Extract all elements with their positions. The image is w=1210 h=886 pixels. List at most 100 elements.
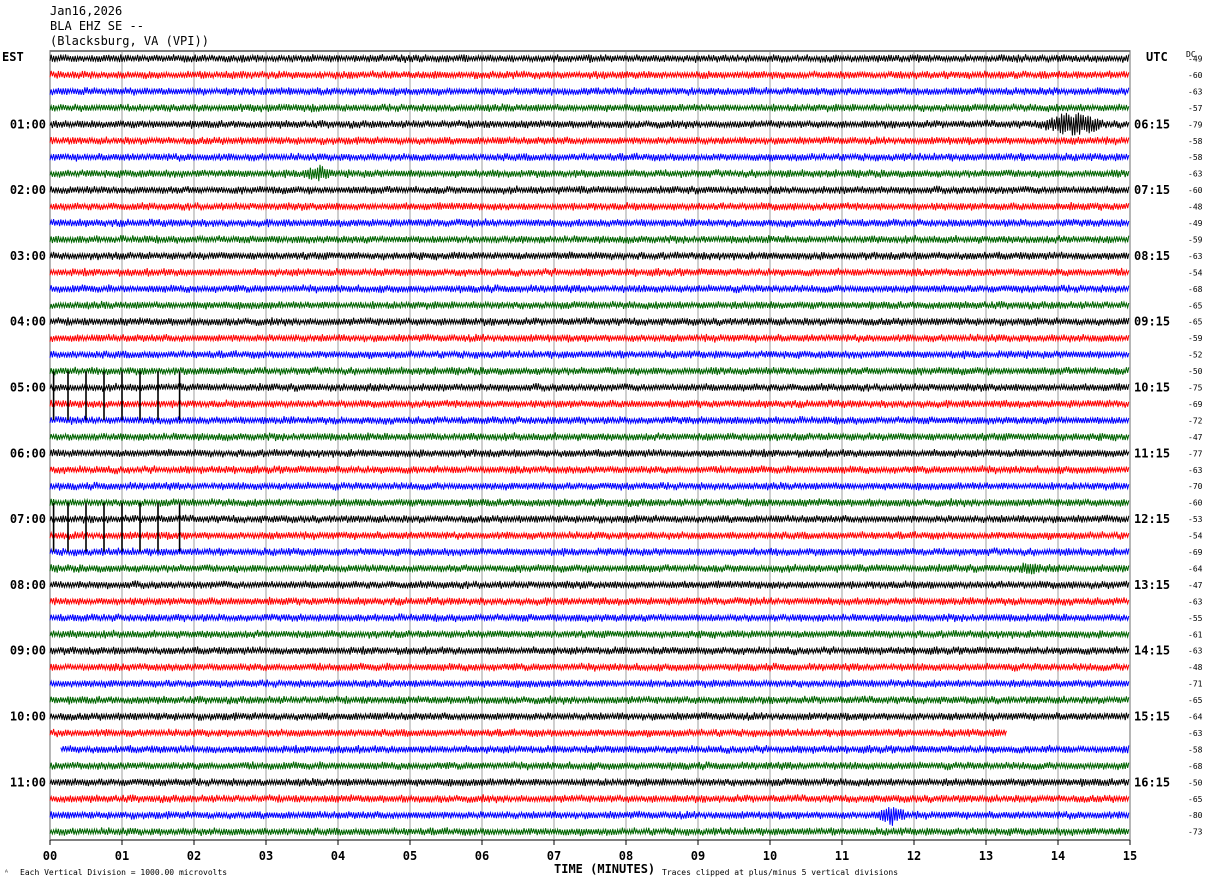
left-hour-label: 03:00: [10, 249, 46, 263]
dc-offset-label: -54: [1188, 268, 1203, 277]
dc-offset-label: -49: [1188, 219, 1203, 228]
right-hour-label: 09:15: [1134, 315, 1170, 329]
dc-offset-label: -48: [1188, 663, 1203, 672]
right-hour-label: 11:15: [1134, 446, 1170, 460]
dc-offset-label: -61: [1188, 630, 1203, 639]
station-location: (Blacksburg, VA (VPI)): [50, 34, 209, 48]
trace-row: [49, 152, 1130, 162]
dc-offset-label: -60: [1188, 499, 1203, 508]
dc-offset-label: -50: [1188, 367, 1203, 376]
x-tick-label: 11: [835, 849, 849, 863]
trace-row: [60, 744, 1130, 755]
dc-offset-label: -65: [1188, 318, 1203, 327]
left-hour-label: 04:00: [10, 315, 46, 329]
trace-row: [49, 399, 1130, 409]
trace-row: [49, 53, 1130, 64]
dc-offset-label: -68: [1188, 285, 1203, 294]
plot-frame: [49, 50, 1131, 841]
dc-offset-label: -49: [1188, 55, 1203, 64]
trace-row: [49, 547, 1130, 557]
trace-row: [49, 777, 1130, 788]
dc-offset-label: -63: [1188, 170, 1203, 179]
left-hour-label: 01:00: [10, 117, 46, 131]
dc-offset-label: -69: [1188, 548, 1203, 557]
dc-offset-label: -52: [1188, 351, 1203, 360]
dc-offset-label: -63: [1188, 87, 1203, 96]
x-tick-label: 08: [619, 849, 633, 863]
trace-row: [49, 267, 1130, 278]
x-tick-label: 00: [43, 849, 57, 863]
trace-row: [49, 300, 1130, 311]
trace-row: [49, 432, 1130, 442]
trace-row: [49, 201, 1130, 212]
x-tick-label: 12: [907, 849, 921, 863]
trace-row: [49, 711, 1130, 722]
right-hour-label: 14:15: [1134, 644, 1170, 658]
trace-row: [49, 284, 1130, 294]
dc-offset-label: -47: [1188, 581, 1203, 590]
trace-row: [49, 481, 1130, 491]
dc-offset-label: -60: [1188, 186, 1203, 195]
trace-row: [49, 164, 1130, 182]
dc-offset-label: -63: [1188, 597, 1203, 606]
right-timezone-label: UTC: [1146, 50, 1168, 64]
dc-offset-label: -65: [1188, 696, 1203, 705]
dc-offset-label: -53: [1188, 515, 1203, 524]
trace-row: [49, 349, 1130, 360]
dc-offset-label: -63: [1188, 466, 1203, 475]
dc-offset-label: -60: [1188, 71, 1203, 80]
trace-row: [49, 333, 1130, 343]
trace-row: [49, 514, 1130, 524]
dc-offset-label: -59: [1188, 334, 1203, 343]
trace-row: [49, 251, 1130, 261]
scale-note: Each Vertical Division = 1000.00 microvo…: [20, 868, 228, 877]
corner-mark: ᴬ: [4, 868, 9, 877]
x-tick-label: 03: [259, 849, 273, 863]
dc-offset-label: -68: [1188, 762, 1203, 771]
right-hour-label: 16:15: [1134, 775, 1170, 789]
x-tick-label: 04: [331, 849, 345, 863]
dc-offset-label: -58: [1188, 137, 1203, 146]
trace-row: [49, 135, 1130, 146]
trace-row: [49, 366, 1130, 376]
chart-date: Jan16,2026: [50, 4, 123, 18]
x-tick-label: 09: [691, 849, 705, 863]
right-hour-label: 12:15: [1134, 512, 1170, 526]
trace-row: [49, 86, 1130, 97]
trace-row: [49, 530, 1130, 541]
trace-row: [49, 185, 1130, 195]
right-hour-label: 07:15: [1134, 183, 1170, 197]
right-hour-label: 10:15: [1134, 381, 1170, 395]
trace-row: [49, 562, 1130, 575]
axis-labels: 00 01 02 03 04 05 06 07 08 09 10 11 12 13 14 15 01:00 02:…: [10, 55, 1203, 864]
dc-offset-label: -55: [1188, 614, 1203, 623]
right-hour-label: 06:15: [1134, 117, 1170, 131]
trace-row: [49, 316, 1130, 327]
trace-row: [49, 70, 1130, 80]
dc-offset-label: -48: [1188, 203, 1203, 212]
x-tick-label: 15: [1123, 849, 1137, 863]
dc-offset-label: -54: [1188, 532, 1203, 541]
dc-offset-label: -58: [1188, 745, 1203, 754]
trace-row: [49, 645, 1130, 656]
dc-offset-label: -50: [1188, 778, 1203, 787]
dc-offset-label: -63: [1188, 647, 1203, 656]
station-code: BLA EHZ SE --: [50, 19, 144, 33]
dc-offset-label: -64: [1188, 713, 1203, 722]
dc-offset-label: -73: [1188, 828, 1203, 837]
x-tick-label: 10: [763, 849, 777, 863]
dc-offset-label: -65: [1188, 795, 1203, 804]
x-tick-label: 07: [547, 849, 561, 863]
x-axis-title: TIME (MINUTES): [554, 862, 656, 876]
left-hour-label: 11:00: [10, 775, 46, 789]
left-hour-label: 09:00: [10, 644, 46, 658]
trace-row: [49, 218, 1130, 228]
dc-offset-label: -80: [1188, 811, 1203, 820]
x-tick-label: 05: [403, 849, 417, 863]
x-tick-label: 13: [979, 849, 993, 863]
right-hour-label: 13:15: [1134, 578, 1170, 592]
x-tick-label: 06: [475, 849, 489, 863]
dc-offset-label: -72: [1188, 416, 1203, 425]
dc-label: DC: [1186, 50, 1196, 59]
